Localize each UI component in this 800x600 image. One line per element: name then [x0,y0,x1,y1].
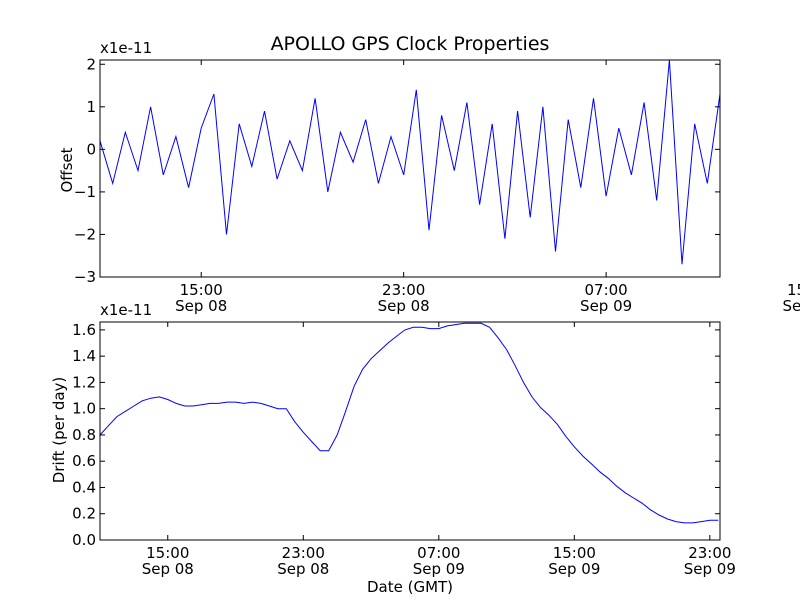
y-tick-label: 0.6 [72,452,96,470]
offset-y-axis-label: Offset [58,147,76,192]
offset-series-line-0 [99,59,721,265]
y-tick-label: 0.2 [72,505,96,523]
y-tick-label: 0 [86,140,96,158]
x-tick-label-date: Sep 09 [413,560,465,578]
y-tick-label: −3 [74,268,96,286]
y-tick-label: 2 [86,55,96,73]
x-tick-label-time: 07:00 [585,281,628,299]
x-tick-label-date: Sep 08 [142,560,194,578]
y-tick-label: 0.0 [72,531,96,549]
y-tick-label: 0.8 [72,426,96,444]
drift-plot-frame [99,321,721,541]
offset-y-ticks: −3 −2 −1 0 1 2 [74,55,720,286]
x-tick-label-time: 07:00 [417,544,460,562]
offset-scale-label: x1e-11 [100,39,152,57]
y-tick-label: 1.4 [72,347,96,365]
y-tick-label: 1.2 [72,373,96,391]
chart-title: APOLLO GPS Clock Properties [271,33,550,55]
y-tick-label: 1 [86,98,96,116]
x-tick-label-date: Sep 08 [277,560,329,578]
drift-series-line-0 [99,322,719,524]
y-tick-label: 1.0 [72,400,96,418]
y-tick-label: 0.4 [72,478,96,496]
offset-series-group [99,59,721,265]
x-axis-label: Date (GMT) [367,578,453,596]
x-tick-label-date: Sep 09 [684,560,736,578]
x-tick-label-time: 15:00 [180,281,223,299]
y-tick-label: −2 [74,225,96,243]
x-tick-label-time: 15:00 [787,281,800,299]
offset-plot-frame [99,59,721,278]
x-tick-label-time: 23:00 [282,544,325,562]
x-tick-label-date: Sep 09 [783,297,800,315]
x-tick-label-date: Sep 08 [378,297,430,315]
x-tick-label-date: Sep 08 [175,297,227,315]
offset-panel: APOLLO GPS Clock Properties x1e-11 Offse… [58,33,800,315]
drift-scale-label: x1e-11 [100,301,152,319]
x-tick-label-time: 23:00 [382,281,425,299]
y-tick-label: 1.6 [72,321,96,339]
drift-series-group [99,322,719,524]
x-tick-label-date: Sep 09 [548,560,600,578]
x-tick-label-time: 15:00 [553,544,596,562]
drift-panel: x1e-11 Drift (per day) Date (GMT) 0.0 0.2… [50,301,736,596]
drift-y-ticks: 0.0 0.2 0.4 0.6 0.8 1.0 1.2 1.4 1.6 [72,321,720,549]
drift-y-axis-label: Drift (per day) [50,377,68,484]
x-tick-label-time: 15:00 [146,544,189,562]
x-tick-label-time: 23:00 [688,544,731,562]
x-tick-label-date: Sep 09 [580,297,632,315]
y-tick-label: −1 [74,183,96,201]
